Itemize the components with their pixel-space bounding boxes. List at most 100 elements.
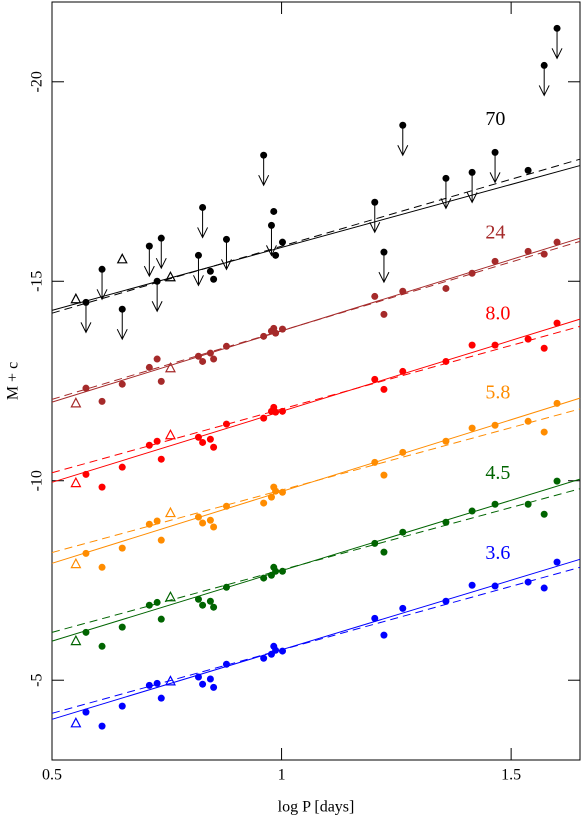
- data-point: [399, 528, 407, 536]
- data-point: [442, 597, 450, 605]
- data-point: [98, 397, 106, 405]
- data-point: [468, 507, 476, 515]
- data-point: [153, 437, 161, 445]
- data-point: [222, 583, 230, 591]
- data-point: [153, 517, 161, 525]
- data-point: [118, 702, 126, 710]
- upper-limit-arrow: [155, 238, 167, 270]
- data-point: [540, 584, 548, 592]
- data-point: [98, 722, 106, 730]
- triangle-point: [164, 590, 176, 602]
- upper-limit-arrow: [397, 125, 409, 157]
- data-point: [468, 581, 476, 589]
- y-tick-label: -5: [29, 674, 46, 687]
- data-point: [442, 437, 450, 445]
- data-point: [153, 355, 161, 363]
- data-point: [272, 487, 280, 495]
- data-point: [98, 563, 106, 571]
- data-point: [272, 646, 280, 654]
- fit-line-dashed: [51, 488, 581, 633]
- data-point: [442, 357, 450, 365]
- triangle-point: [70, 634, 82, 646]
- triangle-point: [70, 476, 82, 488]
- x-axis-label: log P [days]: [278, 799, 355, 816]
- upper-limit-arrow: [193, 255, 204, 287]
- data-point: [145, 601, 153, 609]
- x-tick-label: 1: [278, 767, 286, 784]
- data-point: [194, 673, 202, 681]
- data-point: [206, 516, 214, 524]
- series-label: 5.8: [485, 382, 510, 404]
- data-point: [210, 603, 218, 611]
- data-point: [206, 675, 214, 683]
- x-tick-label: 1.5: [501, 767, 521, 784]
- data-point: [199, 601, 207, 609]
- y-axis-label: M + c: [5, 362, 22, 400]
- data-point: [206, 597, 214, 605]
- data-point: [82, 549, 90, 557]
- data-point: [260, 332, 268, 340]
- data-point: [82, 708, 90, 716]
- data-point: [267, 493, 275, 501]
- data-point: [118, 544, 126, 552]
- data-point: [98, 642, 106, 650]
- data-point: [278, 325, 286, 333]
- data-point: [278, 647, 286, 655]
- data-point: [98, 483, 106, 491]
- triangle-point: [70, 292, 82, 304]
- upper-limit-arrow: [369, 202, 381, 234]
- data-point: [371, 614, 379, 622]
- plot-frame: [51, 1, 581, 761]
- data-point: [157, 536, 165, 544]
- data-point: [540, 428, 548, 436]
- data-point: [118, 463, 126, 471]
- data-point: [272, 567, 280, 575]
- data-point: [206, 349, 214, 357]
- data-point: [278, 407, 286, 415]
- data-point: [118, 380, 126, 388]
- series-label: 24: [485, 221, 505, 243]
- y-tick-label: -10: [29, 470, 46, 491]
- upper-limit-arrow: [378, 252, 390, 284]
- fit-line-dashed: [51, 158, 581, 314]
- data-point: [278, 238, 286, 246]
- data-point: [206, 267, 214, 275]
- data-point: [260, 654, 268, 662]
- data-point: [399, 287, 407, 295]
- upper-limit-arrow: [151, 281, 163, 313]
- data-point: [260, 499, 268, 507]
- triangle-point: [164, 270, 176, 282]
- data-point: [194, 433, 202, 441]
- fit-line-dashed: [51, 240, 581, 400]
- data-point: [553, 558, 561, 566]
- upper-limit-arrow: [551, 28, 563, 60]
- upper-limit-arrow: [538, 65, 550, 97]
- data-point: [210, 683, 218, 691]
- fit-line: [51, 558, 581, 720]
- data-point: [524, 578, 532, 586]
- data-point: [270, 207, 278, 215]
- data-point: [468, 269, 476, 277]
- data-point: [194, 352, 202, 360]
- data-point: [157, 377, 165, 385]
- data-point: [380, 631, 388, 639]
- y-tick-label: -20: [29, 71, 46, 92]
- upper-limit-arrow: [266, 225, 277, 257]
- upper-limit-arrow: [80, 302, 92, 334]
- x-tick-label: 0.5: [42, 767, 62, 784]
- upper-limit-arrow: [116, 309, 128, 341]
- fit-line-dashed: [51, 566, 581, 714]
- data-point: [524, 335, 532, 343]
- data-point: [399, 604, 407, 612]
- data-point: [199, 680, 207, 688]
- fit-line-dashed: [51, 325, 581, 474]
- data-point: [468, 424, 476, 432]
- data-point: [157, 694, 165, 702]
- data-point: [210, 523, 218, 531]
- data-point: [145, 363, 153, 371]
- data-point: [380, 471, 388, 479]
- data-point: [82, 384, 90, 392]
- data-point: [553, 399, 561, 407]
- data-point: [540, 510, 548, 518]
